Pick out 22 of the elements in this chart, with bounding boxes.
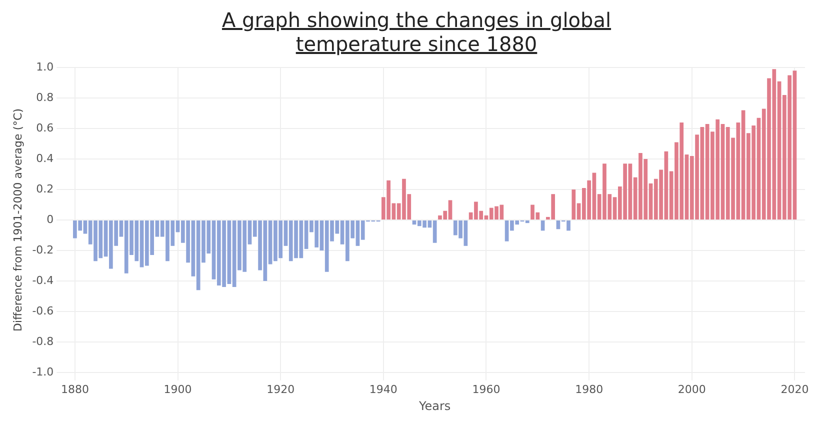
y-tick-label: 0.8	[36, 90, 54, 104]
x-tick-label: 1980	[575, 382, 604, 396]
y-tick-label: -0.8	[32, 334, 54, 348]
y-tick-label: -0.2	[32, 243, 54, 256]
y-tick-label: -1.0	[32, 365, 54, 378]
x-tick-label: 1940	[369, 382, 398, 396]
x-tick-label: 1960	[472, 382, 500, 396]
x-axis-title: Years	[418, 398, 451, 413]
x-tick-label: 2000	[678, 382, 706, 396]
chart-title: A graph showing the changes in global temperature since 1880	[220, 8, 612, 58]
y-tick-label: 0.2	[36, 182, 54, 196]
x-tick-label: 2020	[780, 382, 809, 396]
y-tick-label: -0.4	[32, 274, 54, 287]
x-tick-label: 1920	[266, 382, 295, 396]
y-axis-title: Difference from 1901-2000 average (°C)	[11, 108, 24, 332]
y-tick-label: 0.6	[36, 121, 54, 134]
x-tick-label: 1900	[164, 382, 192, 396]
y-tick-label: 0.4	[36, 152, 54, 165]
x-tick-label: 1880	[60, 382, 89, 396]
y-tick-label: 1.0	[36, 60, 54, 74]
y-tick-label: -0.6	[32, 304, 54, 318]
y-tick-label: 0	[46, 212, 54, 226]
